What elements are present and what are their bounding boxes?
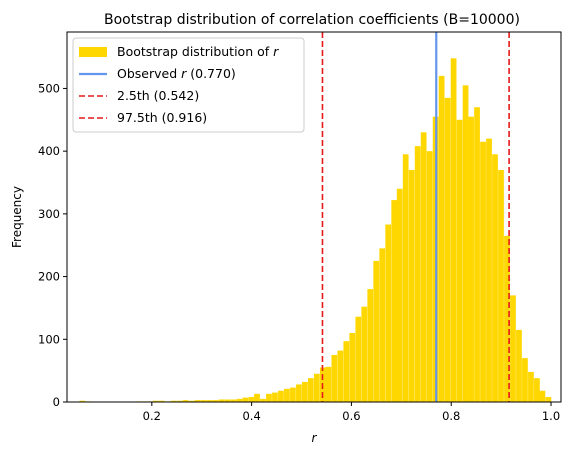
histogram-bar: [200, 400, 207, 402]
y-axis-ticks: 0 100 200 300 400 500: [38, 81, 67, 409]
histogram-bar: [510, 295, 516, 402]
histogram-bar: [170, 400, 177, 402]
histogram-bar: [444, 97, 451, 402]
histogram-bar: [278, 390, 284, 402]
legend-label: 97.5th (0.916): [117, 110, 207, 125]
histogram-bar: [438, 75, 445, 402]
y-tick-label: 200: [38, 270, 60, 284]
histogram-bar: [314, 373, 320, 402]
histogram-bar: [539, 390, 546, 402]
histogram-bar: [522, 358, 528, 402]
histogram-bar: [534, 378, 540, 402]
histogram-bar: [236, 398, 243, 402]
histogram-bar: [176, 400, 183, 402]
histogram-bar: [290, 387, 296, 402]
histogram-bar: [272, 392, 278, 402]
x-axis-ticks: 0.2 0.4 0.6 0.8 1.0: [143, 402, 560, 423]
histogram-bar: [528, 371, 534, 402]
histogram-bar: [296, 384, 302, 402]
histogram-bar: [492, 154, 498, 402]
histogram-bar: [188, 400, 195, 402]
histogram-bar: [260, 398, 266, 402]
histogram-bar: [194, 400, 201, 402]
x-tick-label: 0.6: [342, 409, 360, 423]
y-tick-label: 300: [38, 207, 60, 221]
histogram-bar: [373, 260, 380, 402]
histogram-bar: [545, 396, 552, 402]
histogram-bar: [152, 400, 159, 402]
histogram-bar: [379, 248, 386, 402]
histogram-bar: [396, 188, 403, 402]
histogram-bar: [498, 169, 504, 402]
legend: Bootstrap distribution of r Observed r (0…: [72, 37, 305, 133]
histogram-bar: [474, 107, 480, 402]
histogram-bar: [456, 119, 463, 403]
histogram-bar: [361, 306, 368, 402]
histogram-bar: [391, 200, 398, 402]
histogram-bar: [230, 399, 237, 402]
y-axis-label: Frequency: [10, 186, 24, 248]
y-tick-label: 400: [38, 144, 60, 158]
x-tick-label: 0.8: [442, 409, 460, 423]
histogram-bar: [385, 224, 392, 402]
y-tick-label: 500: [38, 81, 60, 95]
histogram-bar: [308, 378, 314, 402]
histogram-bar: [331, 354, 338, 402]
histogram-bar: [480, 141, 486, 402]
histogram-bar: [355, 316, 362, 402]
legend-label: 2.5th (0.542): [117, 88, 199, 103]
histogram-bar: [158, 400, 165, 402]
histogram-bar: [254, 393, 260, 402]
histogram-bar: [248, 396, 255, 402]
histogram-bar: [266, 393, 272, 402]
histogram-bar: [224, 399, 231, 402]
histogram-bar: [218, 399, 225, 402]
histogram-bar: [468, 116, 474, 403]
y-tick-label: 0: [53, 395, 60, 409]
y-tick-label: 100: [38, 332, 60, 346]
histogram-bar: [426, 151, 433, 402]
histogram-bar: [414, 146, 421, 402]
chart-title: Bootstrap distribution of correlation co…: [104, 12, 520, 28]
histogram-bar: [325, 366, 332, 402]
histogram-bar: [450, 58, 457, 402]
histogram-bar: [349, 333, 356, 402]
histogram-bar: [284, 388, 290, 402]
legend-swatch: [79, 47, 107, 57]
histogram-bar: [206, 400, 213, 402]
reference-lines: [321, 32, 510, 402]
plot-frame: [66, 31, 562, 403]
histogram-bar: [212, 400, 219, 402]
histogram-bar: [486, 138, 492, 402]
legend-box: [72, 37, 305, 133]
histogram-bar: [504, 235, 510, 402]
legend-label: Observed r (0.770): [117, 66, 236, 81]
histogram-bar: [337, 350, 344, 402]
histogram-bar: [79, 400, 86, 402]
histogram-bar: [242, 397, 249, 402]
histogram-bar: [462, 85, 469, 402]
histogram-bar: [367, 289, 374, 402]
x-axis-label: r: [312, 431, 318, 445]
histogram-bar: [516, 329, 522, 402]
x-tick-label: 0.4: [242, 409, 260, 423]
legend-label: Bootstrap distribution of r: [117, 44, 279, 59]
x-tick-label: 1.0: [542, 409, 560, 423]
histogram-bar: [408, 169, 415, 402]
histogram-bar: [402, 154, 409, 402]
x-tick-label: 0.2: [143, 409, 161, 423]
histogram-bar: [420, 132, 427, 402]
histogram-bar: [182, 400, 189, 402]
histogram-bar: [302, 381, 308, 402]
histogram-bar: [343, 341, 350, 402]
